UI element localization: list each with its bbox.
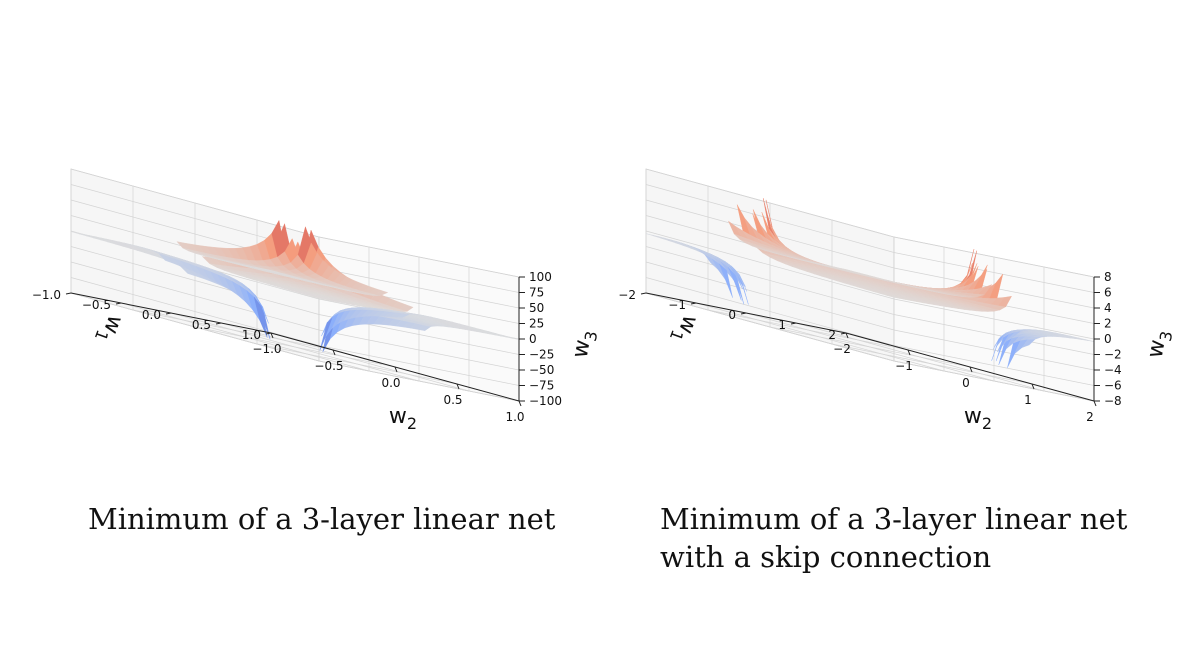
y-tick-label: 1 [778, 318, 786, 332]
z-tick-label: 0 [1104, 332, 1112, 346]
chart-left-svg: −1.0−0.50.00.51.0−1.0−0.50.00.51.0100755… [32, 168, 600, 433]
x-tick-label: −1.0 [252, 342, 281, 356]
chart-right: −2 −1 0 1 2 −2 −1 0 1 2 8 6 4 2 0 −2 −4 −6 −8 w2 w1 w3 [600, 0, 1200, 470]
y-tick-label: −1 [668, 298, 686, 312]
z-tick-label: 4 [1104, 301, 1112, 315]
surface-facet [719, 263, 733, 298]
y-tick-label: 1.0 [242, 328, 261, 342]
z-tick-label: 50 [529, 301, 544, 315]
z-tick-label: −50 [529, 363, 554, 377]
z-tick-label: −4 [1104, 363, 1122, 377]
x-axis-label: w2 [964, 404, 992, 433]
ticks-left: −1.0−0.50.00.51.0−1.0−0.50.00.51.0100755… [32, 270, 562, 424]
x-tick-label: 1.0 [505, 410, 524, 424]
y-tick-label: 2 [828, 328, 836, 342]
y-axis-label: w1 [91, 310, 128, 346]
x-tick-label: 0.5 [443, 393, 462, 407]
z-tick-label: 2 [1104, 317, 1112, 331]
y-tick-label: −2 [618, 288, 636, 302]
chart-left: −1.0 −0.5 0.0 0.5 1.0 −1.0 −0.5 0.0 0.5 1.0 100 75 5… [0, 0, 600, 470]
y-tick-label: −1.0 [32, 288, 61, 302]
surface-facet [399, 304, 414, 312]
surface-left [70, 219, 520, 352]
z-tick-label: −75 [529, 379, 554, 393]
caption-right-line-2: with a skip connection [660, 540, 992, 574]
x-tick-label: −2 [833, 342, 851, 356]
surface-facet [255, 295, 269, 324]
surface-facet [959, 263, 973, 286]
y-tick-label: −0.5 [82, 298, 111, 312]
surface-facet [963, 263, 978, 287]
y-tick-label: 0.5 [192, 318, 211, 332]
surface-facet [729, 265, 743, 290]
surface-facet [978, 284, 993, 295]
z-tick-label: −2 [1104, 348, 1122, 362]
surface-facet [373, 290, 389, 296]
y-tick-label: 0.0 [142, 308, 161, 322]
surface-facet [505, 336, 520, 340]
surface-facet [998, 295, 1012, 307]
x-tick-label: −0.5 [314, 359, 343, 373]
x-tick-label: −1 [895, 359, 913, 373]
surface-facet [973, 264, 988, 290]
x-tick-label: 0.0 [381, 376, 400, 390]
z-tick-label: 100 [529, 270, 552, 284]
caption-left: Minimum of a 3-layer linear net [88, 500, 555, 538]
surface-right [645, 198, 1095, 368]
z-tick-label: 25 [529, 317, 544, 331]
caption-left-line-1: Minimum of a 3-layer linear net [88, 502, 556, 536]
surface-facet [727, 267, 742, 301]
caption-right: Minimum of a 3-layer linear net with a s… [660, 500, 1180, 576]
surface-facet [1080, 338, 1095, 342]
surface-facet [730, 265, 745, 287]
x-axis-label: w2 [389, 404, 417, 433]
z-axis-label: w3 [568, 328, 600, 361]
z-tick-label: 6 [1104, 286, 1112, 300]
z-tick-label: −8 [1104, 394, 1122, 408]
y-tick-label: 0 [728, 308, 736, 322]
z-tick-label: 75 [529, 286, 544, 300]
z-tick-label: −100 [529, 394, 562, 408]
y-axis-label: w1 [666, 310, 703, 346]
x-tick-label: 2 [1086, 410, 1094, 424]
z-tick-label: −25 [529, 348, 554, 362]
z-tick-label: 8 [1104, 270, 1112, 284]
caption-right-line-1: Minimum of a 3-layer linear net [660, 502, 1128, 536]
z-tick-label: 0 [529, 332, 537, 346]
x-tick-label: 0 [962, 376, 970, 390]
z-tick-label: −6 [1104, 379, 1122, 393]
x-tick-label: 1 [1024, 393, 1032, 407]
surface-facet [989, 273, 1004, 299]
surface-facet [732, 266, 746, 287]
z-axis-label: w3 [1143, 328, 1176, 361]
